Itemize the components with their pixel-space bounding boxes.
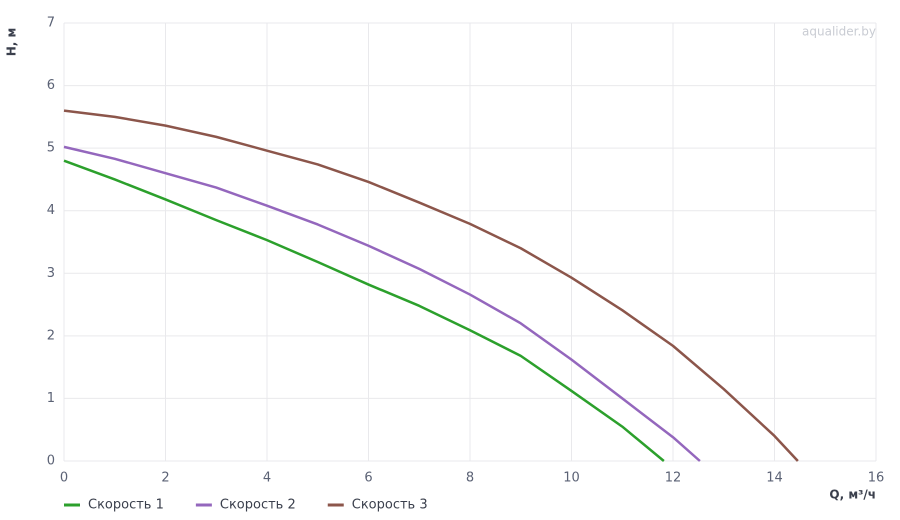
x-tick-label: 4 <box>263 471 271 486</box>
legend-label: Скорость 2 <box>220 498 296 513</box>
y-tick-label: 6 <box>47 78 55 93</box>
x-tick-label: 0 <box>60 471 68 486</box>
series-line <box>63 109 799 462</box>
y-tick-label: 4 <box>47 203 55 218</box>
y-tick-label: 0 <box>47 454 55 469</box>
series-line <box>63 145 701 462</box>
y-tick-label: 7 <box>47 16 55 31</box>
x-tick-label: 16 <box>868 471 885 486</box>
watermark: aqualider.by <box>802 25 876 39</box>
series-line <box>63 159 665 462</box>
y-tick-label: 1 <box>47 391 55 406</box>
x-tick-label: 14 <box>766 471 783 486</box>
x-tick-label: 12 <box>665 471 682 486</box>
x-tick-label: 8 <box>466 471 474 486</box>
x-tick-label: 2 <box>161 471 169 486</box>
x-tick-label: 6 <box>364 471 372 486</box>
y-tick-label: 5 <box>47 141 55 156</box>
y-axis-title: H, м <box>5 28 19 57</box>
x-tick-label: 10 <box>563 471 580 486</box>
legend-label: Скорость 3 <box>352 498 428 513</box>
legend-label: Скорость 1 <box>88 498 164 513</box>
x-axis-title: Q, м³/ч <box>829 488 876 502</box>
y-tick-label: 2 <box>47 328 55 343</box>
y-tick-label: 3 <box>47 266 55 281</box>
